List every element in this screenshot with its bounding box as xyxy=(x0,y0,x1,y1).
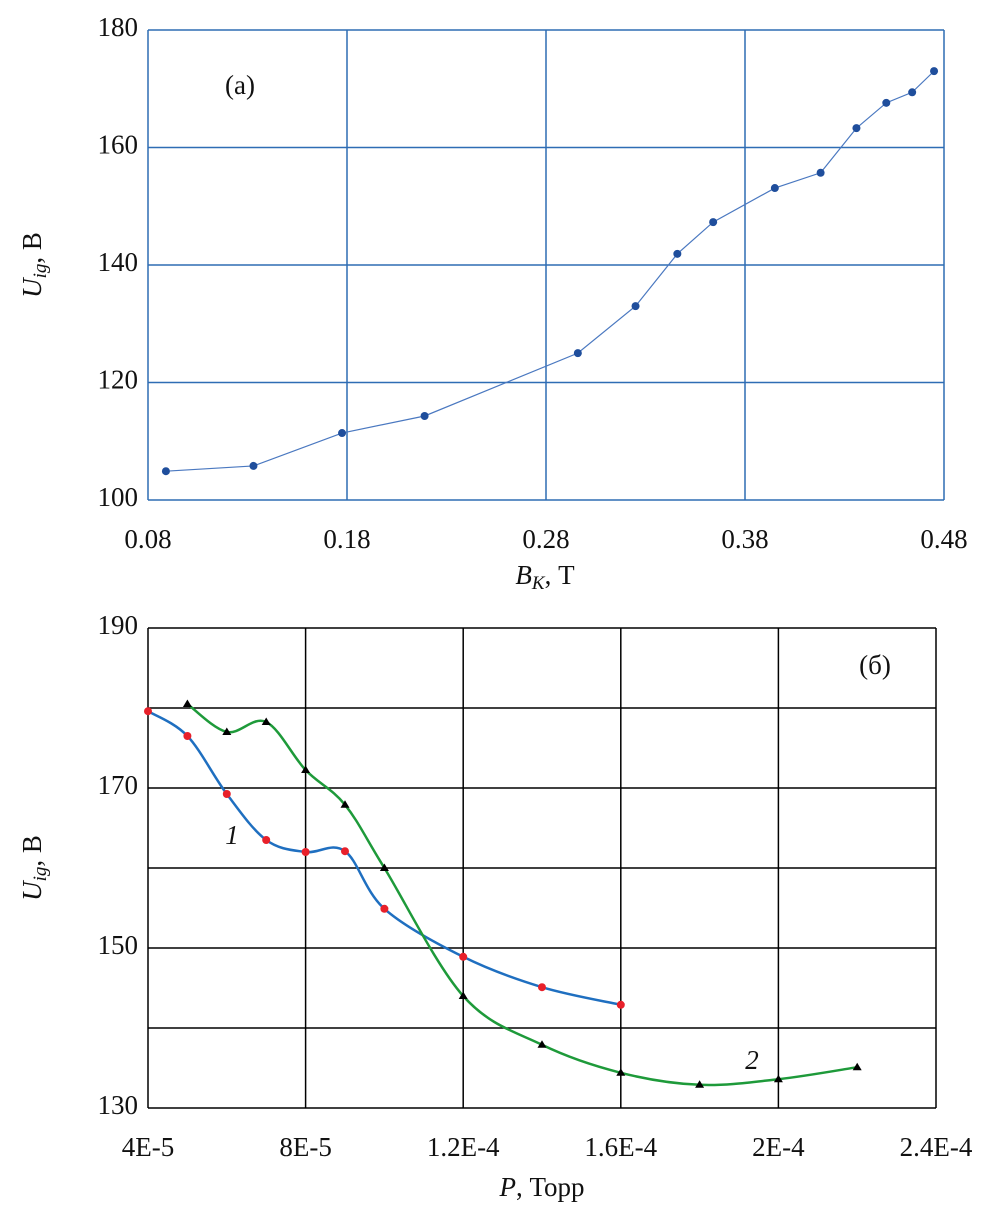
x-tick-label: 0.48 xyxy=(920,524,967,554)
marker xyxy=(249,461,258,470)
x-tick-label: 8E-5 xyxy=(279,1132,331,1162)
marker xyxy=(301,848,310,856)
marker xyxy=(262,836,271,844)
axis-title-rest: , В xyxy=(17,232,47,264)
marker xyxy=(537,1040,547,1048)
marker xyxy=(222,727,232,735)
marker xyxy=(182,699,192,707)
series-label: 2 xyxy=(745,1045,759,1075)
marker xyxy=(340,800,350,808)
marker xyxy=(301,765,311,773)
marker xyxy=(420,411,429,420)
axis-title-main: P xyxy=(499,1172,517,1202)
marker xyxy=(631,302,640,311)
axis-title-sub: ig xyxy=(30,264,51,279)
series-line xyxy=(147,710,622,1007)
y-tick-label: 100 xyxy=(98,482,139,512)
axis-title-rest: , В xyxy=(17,835,47,867)
marker xyxy=(882,98,891,107)
axis-title-main: B xyxy=(515,560,532,590)
axis-title-main: U xyxy=(17,277,47,298)
x-tick-label: 4E-5 xyxy=(122,1132,174,1162)
x-tick-label: 0.38 xyxy=(721,524,768,554)
axis-title-main: U xyxy=(17,880,47,901)
marker xyxy=(852,124,861,133)
y-tick-label: 120 xyxy=(98,365,139,395)
y-tick-label: 180 xyxy=(98,12,139,42)
y-tick-label: 160 xyxy=(98,130,139,160)
y-tick-label: 150 xyxy=(98,930,139,960)
axis-title: P, Торр xyxy=(499,1172,585,1202)
panel-label: (б) xyxy=(859,650,891,680)
marker xyxy=(161,467,170,476)
marker xyxy=(770,184,779,193)
marker xyxy=(338,429,347,438)
axis-title-rest: , Торр xyxy=(516,1172,584,1202)
marker xyxy=(852,1062,862,1071)
series-label: 1 xyxy=(225,820,239,850)
marker xyxy=(261,717,271,725)
x-tick-label: 0.08 xyxy=(124,524,171,554)
marker xyxy=(458,991,468,999)
marker xyxy=(341,847,349,856)
marker xyxy=(616,1068,626,1076)
marker xyxy=(183,732,192,740)
marker xyxy=(930,67,939,76)
marker xyxy=(908,88,917,97)
y-tick-label: 190 xyxy=(98,610,139,640)
marker xyxy=(709,218,718,227)
marker xyxy=(380,904,389,913)
marker xyxy=(816,168,825,177)
axis-title-rest: , Т xyxy=(545,560,576,590)
x-tick-label: 2.4E-4 xyxy=(900,1132,973,1162)
x-tick-label: 1.6E-4 xyxy=(584,1132,657,1162)
x-tick-label: 0.18 xyxy=(323,524,370,554)
marker xyxy=(459,952,468,961)
axis-title-sub: K xyxy=(531,573,546,594)
y-tick-label: 130 xyxy=(98,1090,139,1120)
axis-title-sub: ig xyxy=(30,867,51,882)
y-tick-label: 170 xyxy=(98,770,139,800)
panel-label: (a) xyxy=(225,70,255,100)
axis-title: BK, Т xyxy=(515,560,575,594)
marker xyxy=(773,1074,783,1083)
marker xyxy=(222,790,231,798)
marker xyxy=(695,1080,705,1088)
x-tick-label: 1.2E-4 xyxy=(427,1132,500,1162)
axis-title: Uig, В xyxy=(17,232,51,298)
x-tick-label: 2E-4 xyxy=(752,1132,805,1162)
y-tick-label: 140 xyxy=(98,247,139,277)
x-tick-label: 0.28 xyxy=(522,524,569,554)
marker xyxy=(538,983,546,992)
axis-title: Uig, В xyxy=(17,835,51,901)
series-line xyxy=(165,70,935,472)
marker xyxy=(573,349,582,358)
marker xyxy=(144,707,152,716)
marker xyxy=(616,1000,625,1009)
marker xyxy=(673,249,682,258)
marker xyxy=(379,863,389,871)
